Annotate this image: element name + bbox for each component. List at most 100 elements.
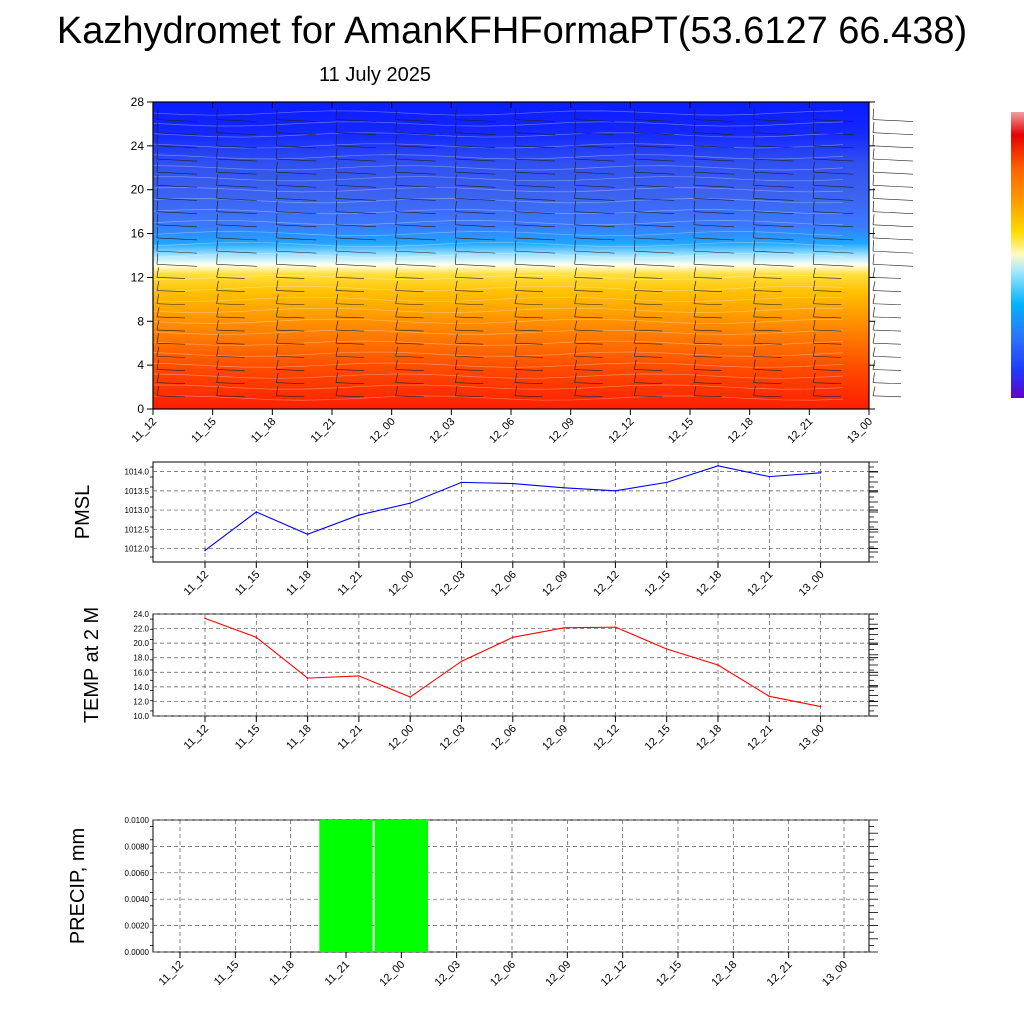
wind-barb <box>514 211 556 214</box>
y-tick-label: 0.0000 <box>125 948 150 957</box>
wind-barb <box>335 346 339 357</box>
wind-barb <box>753 187 755 199</box>
wind-barb <box>633 161 636 173</box>
wind-barb <box>455 119 496 122</box>
wind-barb <box>514 174 517 186</box>
wind-barb <box>454 307 458 317</box>
wind-barb <box>216 253 218 265</box>
wind-barb <box>872 333 876 344</box>
wind-barb <box>574 359 577 370</box>
wind-barb <box>454 253 457 265</box>
wind-barb <box>753 253 755 265</box>
wind-barb <box>813 303 842 306</box>
data-point <box>409 696 412 698</box>
data-point <box>717 465 719 467</box>
y-tick-label: 1014.0 <box>125 468 150 477</box>
wind-barb <box>574 198 615 201</box>
wind-barb <box>216 280 219 291</box>
contour-line <box>152 351 844 357</box>
wind-barb <box>634 316 663 319</box>
wind-barb <box>395 121 397 133</box>
precip-x-tick-label: 12_00 <box>377 959 407 989</box>
wind-barb <box>812 174 815 186</box>
wind-barb <box>693 359 697 370</box>
wind-barb <box>156 333 159 344</box>
wind-barb <box>276 185 317 188</box>
wind-barb <box>395 198 436 201</box>
wind-barb <box>634 198 675 201</box>
y-tick-label: 1012.0 <box>125 545 150 554</box>
precip-x-tick-label: 12_06 <box>488 959 518 989</box>
heat-x-tick-label: 11_12 <box>130 416 160 446</box>
plot-frame <box>152 819 870 953</box>
data-point <box>204 549 206 552</box>
wind-barb <box>335 359 339 370</box>
wind-barb <box>216 372 219 383</box>
data-point <box>358 514 360 516</box>
wind-barb <box>634 250 675 254</box>
wind-barb <box>574 187 577 199</box>
wind-barb <box>395 134 397 146</box>
wind-barb <box>514 280 518 291</box>
wind-barb <box>395 108 398 120</box>
wind-barb <box>454 268 458 278</box>
contour-line <box>152 274 844 280</box>
wind-barb <box>335 306 338 317</box>
wind-barb <box>216 395 245 398</box>
wind-barb <box>872 237 914 241</box>
wind-barb <box>634 303 663 306</box>
data-point <box>563 486 565 489</box>
wind-barb <box>872 211 914 214</box>
wind-barb <box>514 240 517 252</box>
wind-barb <box>872 135 875 146</box>
wind-barb <box>395 267 398 278</box>
wind-barb <box>276 171 317 175</box>
wind-barb <box>753 161 755 173</box>
wind-barb <box>216 293 219 304</box>
contour-line <box>152 340 844 346</box>
wind-barb <box>633 135 636 146</box>
wind-barb <box>216 211 257 214</box>
y-tick-label: 12 <box>131 270 145 284</box>
wind-barb <box>693 240 696 252</box>
wind-barb <box>633 306 637 317</box>
wind-barb <box>514 290 544 292</box>
wind-barb <box>216 227 218 238</box>
wind-barb <box>275 121 278 133</box>
wind-barb <box>812 253 815 265</box>
wind-barb <box>693 185 735 188</box>
wind-barb <box>872 224 914 228</box>
wind-barb <box>813 316 842 319</box>
wind-barb <box>156 280 160 291</box>
wind-barb <box>693 293 697 304</box>
wind-barb <box>156 148 159 160</box>
wind-barb <box>454 161 457 173</box>
data-point <box>563 627 565 629</box>
data-point <box>460 660 463 663</box>
wind-barb <box>574 369 603 371</box>
contour-line <box>152 187 844 193</box>
wind-barb <box>275 280 279 291</box>
wind-barb <box>693 214 696 225</box>
wind-barb <box>216 290 245 292</box>
wind-barb <box>156 373 160 383</box>
g-pmsl-x-tick-label: 12_09 <box>540 569 570 599</box>
wind-barb <box>574 382 603 384</box>
wind-barb <box>574 395 603 398</box>
wind-barb <box>276 316 305 319</box>
wind-barb <box>753 185 794 188</box>
wind-barb <box>156 145 198 149</box>
wind-barb <box>574 253 577 265</box>
wind-barb <box>634 329 663 332</box>
wind-barb <box>514 200 517 212</box>
precip-bar <box>319 820 373 952</box>
wind-barb <box>335 290 365 292</box>
wind-barb <box>275 161 278 173</box>
wind-barb <box>216 385 219 396</box>
wind-barb <box>812 213 815 225</box>
wind-barb <box>395 161 397 173</box>
wind-barb <box>872 108 874 120</box>
wind-barb <box>753 293 756 304</box>
wind-barb <box>454 293 458 304</box>
wind-barb <box>574 267 577 278</box>
